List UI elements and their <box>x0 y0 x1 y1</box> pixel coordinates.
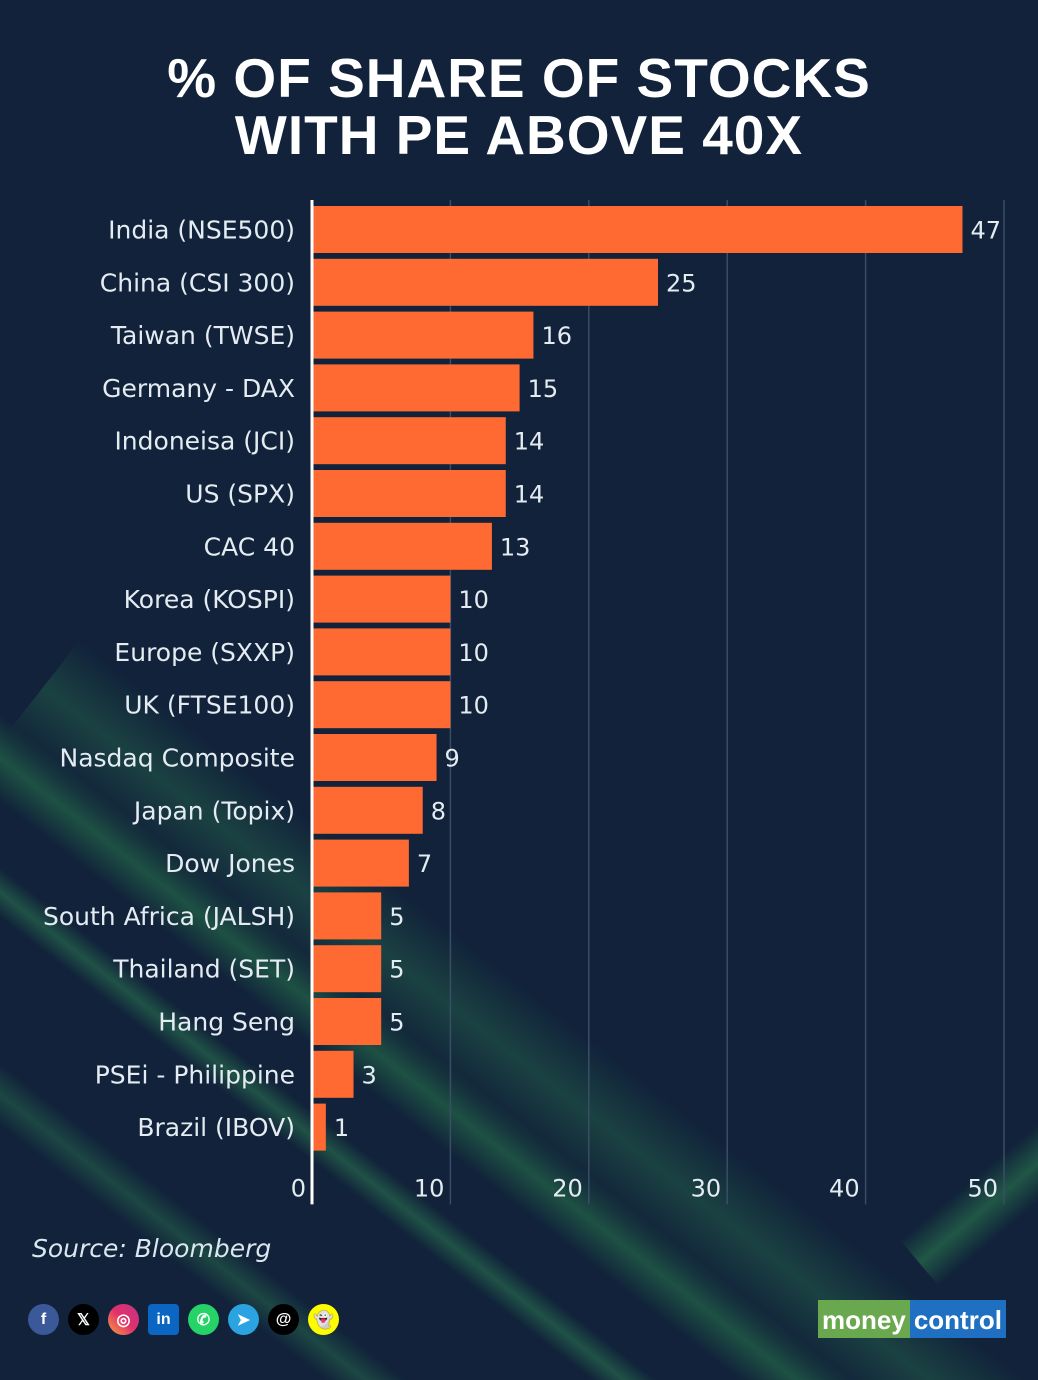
x-tick-label: 0 <box>291 1174 306 1202</box>
category-label: Brazil (IBOV) <box>137 1113 295 1142</box>
category-label: UK (FTSE100) <box>124 691 295 720</box>
category-label: Hang Seng <box>158 1008 295 1037</box>
value-label: 13 <box>500 533 531 561</box>
value-label: 16 <box>541 322 572 350</box>
value-label: 5 <box>389 956 404 984</box>
category-label: US (SPX) <box>185 480 295 509</box>
x-tick-label: 50 <box>967 1174 998 1202</box>
bar <box>312 998 382 1045</box>
chart-title: % OF SHARE OF STOCKS WITH PE ABOVE 40X <box>0 50 1038 164</box>
category-label: Japan (Topix) <box>132 796 295 825</box>
bar <box>312 575 451 623</box>
linkedin-icon[interactable]: in <box>148 1304 179 1335</box>
chart-title-line-1: % OF SHARE OF STOCKS <box>167 47 871 109</box>
value-label: 15 <box>528 375 559 403</box>
whatsapp-icon[interactable]: ✆ <box>188 1304 219 1335</box>
bar <box>312 892 382 940</box>
facebook-icon[interactable]: f <box>28 1304 59 1335</box>
value-label: 5 <box>389 1009 404 1037</box>
bar <box>312 681 451 729</box>
bar <box>312 364 520 412</box>
logo-text-money: money <box>818 1300 910 1338</box>
category-label: Korea (KOSPI) <box>124 585 295 614</box>
value-label: 8 <box>431 797 446 825</box>
bar <box>312 470 506 517</box>
value-label: 5 <box>389 903 404 931</box>
social-icons: f 𝕏 ◎ in ✆ ➤ @ 👻 <box>28 1304 339 1335</box>
instagram-icon[interactable]: ◎ <box>108 1304 139 1335</box>
category-label: South Africa (JALSH) <box>43 902 295 931</box>
category-label: India (NSE500) <box>108 216 295 245</box>
category-label: Taiwan (TWSE) <box>110 321 295 350</box>
snapchat-icon[interactable]: 👻 <box>308 1304 339 1335</box>
value-label: 7 <box>417 850 432 878</box>
value-label: 9 <box>445 745 460 773</box>
chart-title-line-2: WITH PE ABOVE 40X <box>234 104 804 166</box>
bars <box>312 206 963 1151</box>
bar <box>312 945 382 993</box>
value-label: 47 <box>970 217 1001 245</box>
value-label: 10 <box>458 692 489 720</box>
x-icon[interactable]: 𝕏 <box>68 1304 99 1335</box>
category-label: Dow Jones <box>165 849 295 878</box>
value-label: 25 <box>666 269 697 297</box>
bar <box>312 1103 326 1151</box>
bar <box>312 206 963 253</box>
bar <box>312 786 423 834</box>
category-label: China (CSI 300) <box>100 268 295 297</box>
category-label: Indoneisa (JCI) <box>114 427 295 456</box>
bar <box>312 417 506 465</box>
bar <box>312 1050 354 1098</box>
value-label: 14 <box>514 428 545 456</box>
category-label: CAC 40 <box>204 532 295 561</box>
bar <box>312 311 534 359</box>
bar <box>312 628 451 676</box>
source-note: Source: Bloomberg <box>32 1234 272 1263</box>
bar <box>312 839 409 887</box>
category-labels: India (NSE500) China (CSI 300) Taiwan (TWS… <box>43 216 295 1143</box>
x-tick-label: 10 <box>414 1174 445 1202</box>
value-label: 3 <box>362 1061 377 1089</box>
category-label: Nasdaq Composite <box>60 744 295 773</box>
threads-icon[interactable]: @ <box>268 1304 299 1335</box>
value-label: 1 <box>334 1114 349 1142</box>
value-label: 14 <box>514 481 545 509</box>
logo-text-control: control <box>909 1300 1006 1338</box>
category-label: PSEi - Philippine <box>95 1060 295 1089</box>
x-tick-label: 20 <box>552 1174 583 1202</box>
x-tick-label: 40 <box>829 1174 860 1202</box>
moneycontrol-logo: money control <box>818 1300 1006 1338</box>
bar-chart: India (NSE500) China (CSI 300) Taiwan (TWS… <box>43 200 1005 1205</box>
category-label: Europe (SXXP) <box>114 638 295 667</box>
telegram-icon[interactable]: ➤ <box>228 1304 259 1335</box>
category-label: Germany - DAX <box>102 374 295 403</box>
value-label: 10 <box>458 586 489 614</box>
value-label: 10 <box>458 639 489 667</box>
bar <box>312 258 658 306</box>
x-axis-ticks: 0 10 20 30 40 50 <box>291 1174 998 1202</box>
bar <box>312 522 492 570</box>
category-label: Thailand (SET) <box>112 955 295 984</box>
bar <box>312 734 437 781</box>
x-tick-label: 30 <box>691 1174 722 1202</box>
